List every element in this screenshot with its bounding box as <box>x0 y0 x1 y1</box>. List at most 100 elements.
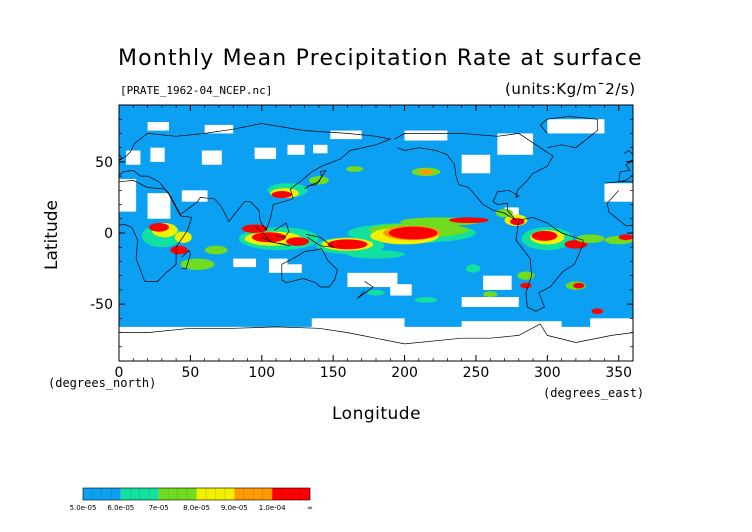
precipitation-cell <box>414 297 438 303</box>
precipitation-cell <box>346 166 364 172</box>
x-tick-label: 300 <box>534 365 561 381</box>
colorbar-segment <box>158 488 197 500</box>
coastline <box>119 323 633 345</box>
missing-data-patch <box>483 275 512 290</box>
y-axis-unit: (degrees_north) <box>48 376 157 390</box>
missing-data-patch <box>497 133 534 155</box>
colorbar-label: 8.0e-05 <box>183 504 210 512</box>
precipitation-cell <box>418 169 434 175</box>
coastline <box>515 217 584 312</box>
colorbar-segment <box>234 488 273 500</box>
colorbar-frame <box>82 487 311 501</box>
coastline <box>304 169 327 190</box>
colorbar-label: 7e-05 <box>149 504 169 512</box>
dataset-label: [PRATE_1962-04_NCEP.nc] <box>120 84 273 97</box>
precipitation-cell <box>517 271 535 280</box>
missing-data-patch <box>461 321 562 340</box>
chart-title: Monthly Mean Precipitation Rate at surfa… <box>118 46 643 71</box>
precipitation-cell <box>170 245 188 255</box>
y-tick-label: 0 <box>104 226 113 242</box>
colorbar-segment <box>272 488 310 500</box>
precipitation-cell <box>388 226 438 240</box>
missing-data-patch <box>461 297 519 307</box>
x-tick-label: 150 <box>320 365 347 381</box>
missing-data-patch <box>311 318 405 336</box>
precipitation-cell <box>271 191 292 199</box>
x-tick-label: 200 <box>391 365 418 381</box>
colorbar-segment <box>196 488 235 500</box>
missing-data-patch <box>604 183 633 202</box>
precipitation-cell <box>465 264 481 273</box>
colorbar-label: ∞ <box>307 504 313 512</box>
missing-data-patch <box>126 150 141 165</box>
x-tick-label: 100 <box>248 365 275 381</box>
colorbar-label: 5.0e-05 <box>70 504 97 512</box>
precipitation-cell <box>564 240 588 249</box>
precipitation-cell <box>510 218 525 226</box>
coastline <box>119 180 193 282</box>
precipitation-cell <box>573 282 585 289</box>
precipitation-cell <box>174 231 192 243</box>
precipitation-cell <box>448 217 489 224</box>
coastline <box>618 160 633 183</box>
coastline <box>119 123 392 231</box>
precipitation-cell <box>520 282 532 289</box>
coastline <box>274 222 290 238</box>
coastline <box>624 150 633 163</box>
missing-data-patch <box>233 258 257 268</box>
missing-data-patch <box>390 284 412 296</box>
precipitation-cell <box>204 245 228 255</box>
precipitation-cell <box>327 239 368 250</box>
precipitation-cell <box>286 237 309 246</box>
coastline <box>119 154 123 161</box>
coastline <box>181 249 191 269</box>
coastline <box>268 241 291 247</box>
precipitation-cell <box>251 232 287 243</box>
missing-data-patch <box>201 150 222 165</box>
colorbar-segment <box>83 488 121 500</box>
missing-data-patch <box>330 130 362 140</box>
precipitation-cell <box>575 234 605 243</box>
x-axis-label: Longitude <box>332 404 422 424</box>
colorbar-label: 1.0e-04 <box>259 504 286 512</box>
x-tick-label: 50 <box>181 365 199 381</box>
y-tick-label: 50 <box>95 155 113 171</box>
precipitation-cell <box>591 308 604 315</box>
precipitation-cell <box>483 291 498 297</box>
x-tick-label: 350 <box>605 365 632 381</box>
coastline <box>394 133 554 221</box>
precipitation-cell <box>347 250 405 259</box>
precipitation-cell <box>618 234 633 241</box>
x-tick-label: 0 <box>115 365 124 381</box>
missing-data-patch <box>147 122 169 131</box>
precipitation-cell <box>367 289 385 296</box>
units-label: (units:Kg/m¯2/s) <box>505 80 636 98</box>
missing-data-patch <box>254 147 277 160</box>
coastline <box>539 116 598 149</box>
missing-data-patch <box>147 193 171 219</box>
missing-data-patch <box>119 178 137 212</box>
precipitation-cell <box>241 224 268 233</box>
precipitation-cell <box>180 258 215 270</box>
missing-data-patch <box>404 130 448 141</box>
colorbar-label: 6.0e-05 <box>107 504 134 512</box>
x-axis-unit: (degrees_east) <box>543 386 645 400</box>
missing-data-patch <box>150 147 165 162</box>
missing-data-patch <box>461 154 491 174</box>
colorbar-label: 9.0e-05 <box>221 504 248 512</box>
missing-data-patch <box>268 258 288 273</box>
x-tick-label: 250 <box>463 365 490 381</box>
precipitation-cell <box>148 223 169 232</box>
precipitation-cell <box>531 230 558 241</box>
missing-data-patch <box>313 144 328 154</box>
missing-data-patch <box>547 119 605 134</box>
missing-data-patch <box>204 124 234 134</box>
y-tick-label: -50 <box>90 297 113 313</box>
coastline <box>254 225 271 242</box>
missing-data-patch <box>347 272 398 288</box>
missing-data-patch <box>287 264 302 273</box>
missing-data-patch <box>287 144 305 155</box>
colorbar-segment <box>120 488 159 500</box>
